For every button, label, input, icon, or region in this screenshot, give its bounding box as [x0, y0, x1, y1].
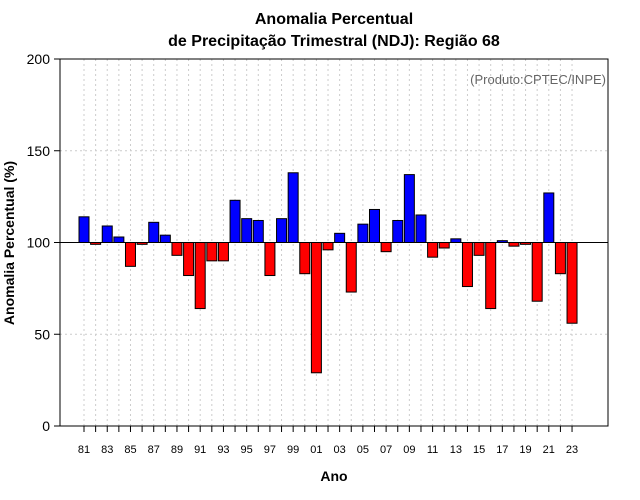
bar-22: [554, 242, 566, 275]
bar-09: [403, 174, 415, 243]
x-tick-label: 03: [334, 444, 346, 456]
bar-01: [310, 242, 322, 374]
x-tick-label: 93: [217, 444, 229, 456]
bar-16: [485, 242, 497, 310]
y-tick-label: 100: [27, 235, 51, 251]
x-tick-label: 97: [264, 444, 276, 456]
bar-93: [217, 242, 229, 262]
bar-13: [450, 238, 462, 244]
y-tick-label: 0: [42, 418, 50, 434]
x-tick-label: 17: [496, 444, 508, 456]
credit-text: (Produto:CPTEC/INPE): [470, 72, 606, 87]
bar-87: [148, 221, 160, 244]
x-tick-label: 21: [543, 444, 555, 456]
x-tick-label: 87: [148, 444, 160, 456]
x-axis-label: Ano: [320, 468, 347, 484]
x-tick-label: 85: [124, 444, 136, 456]
bar-23: [566, 242, 578, 324]
bar-00: [299, 242, 311, 275]
bar-99: [287, 172, 299, 244]
chart-title-line-2: de Precipitação Trimestral (NDJ): Região…: [168, 33, 500, 50]
bar-96: [252, 219, 264, 243]
y-tick-label: 50: [34, 326, 50, 342]
grid: [60, 59, 608, 426]
bar-07: [380, 242, 392, 253]
bar-81: [78, 216, 90, 243]
y-axis: 0 50 100 150 200: [27, 51, 60, 434]
bar-06: [369, 208, 380, 243]
bar-12: [438, 242, 450, 249]
bar-95: [241, 218, 253, 244]
y-axis-label: Anomalia Percentual (%): [1, 161, 17, 325]
x-tick-label: 13: [450, 444, 462, 456]
y-tick-label: 200: [27, 51, 51, 67]
bar-91: [194, 242, 206, 310]
x-tick-label: 23: [566, 444, 578, 456]
x-tick-label: 15: [473, 444, 485, 456]
x-tick-label: 07: [380, 444, 392, 456]
bar-92: [206, 242, 218, 262]
x-tick-label: 99: [287, 444, 299, 456]
chart-title-line-1: Anomalia Percentual: [255, 11, 413, 28]
bar-89: [171, 242, 183, 256]
bar-20: [531, 242, 543, 302]
bar-02: [322, 242, 334, 251]
bar-84: [113, 236, 125, 243]
bar-03: [334, 232, 346, 243]
bar-15: [473, 242, 485, 256]
bar-83: [101, 225, 113, 243]
bar-05: [357, 223, 369, 243]
x-tick-label: 83: [101, 444, 113, 456]
x-tick-label: 91: [194, 444, 206, 456]
bar-04: [345, 242, 357, 293]
x-tick-label: 81: [78, 444, 90, 456]
x-tick-label: 01: [310, 444, 322, 456]
bar-11: [427, 242, 439, 258]
x-tick-label: 95: [241, 444, 253, 456]
bar-98: [276, 218, 288, 244]
bar-94: [229, 199, 241, 243]
bar-14: [461, 242, 473, 288]
x-tick-label: 19: [519, 444, 531, 456]
bar-90: [183, 242, 195, 277]
bar-97: [264, 242, 276, 277]
bar-08: [392, 219, 404, 243]
bar-21: [543, 192, 555, 243]
bar-85: [124, 242, 136, 267]
x-tick-label: 09: [403, 444, 415, 456]
bar-88: [159, 234, 171, 244]
bar-10: [415, 214, 427, 244]
bar-18: [508, 242, 520, 247]
x-tick-label: 11: [427, 444, 438, 456]
x-axis: 81 83 85 87 89 91 93 95 97 99 01 03 05 07 09 11 13 15 17 19…: [78, 426, 578, 456]
y-tick-label: 150: [27, 143, 51, 159]
bars: [78, 172, 578, 374]
x-tick-label: 89: [171, 444, 183, 456]
x-tick-label: 05: [357, 444, 369, 456]
